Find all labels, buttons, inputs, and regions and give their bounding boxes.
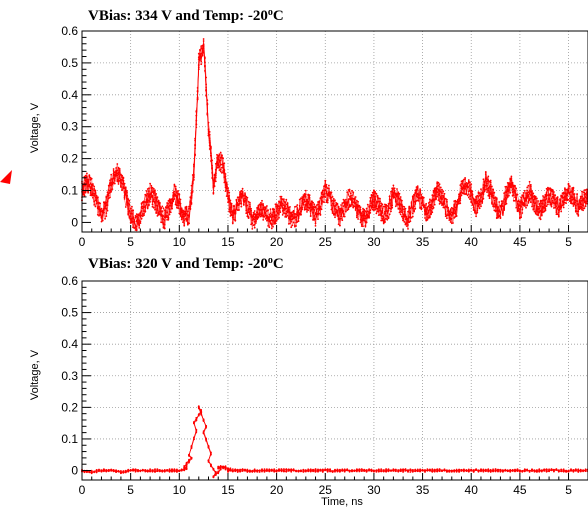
bottom-y-axis-label: Voltage, V	[29, 349, 41, 400]
top-x-tick-label: 45	[513, 235, 527, 249]
top-y-tick-label: 0.3	[61, 120, 78, 134]
bottom-y-tick-label: 0.2	[61, 400, 78, 414]
bottom-y-tick-label: 0.3	[61, 369, 78, 383]
bottom-x-tick-label: 30	[367, 483, 381, 497]
bottom-x-tick-label: 0	[79, 483, 86, 497]
bottom-x-tick-label: 15	[221, 483, 235, 497]
bottom-plot-panel: VBias: 320 V and Temp: -20oC Voltage, V …	[29, 255, 588, 508]
top-x-tick-label: 0	[79, 235, 86, 249]
top-plot-panel: VBias: 334 V and Temp: -20oC Voltage, V …	[0, 7, 588, 249]
bottom-trace-line	[81, 406, 588, 478]
top-y-tick-label: 0.4	[61, 88, 78, 102]
top-x-tick-label: 20	[270, 235, 284, 249]
top-x-tick-label: 5	[565, 235, 572, 249]
bottom-y-tick-label: 0.4	[61, 337, 78, 351]
top-plot-title: VBias: 334 V and Temp: -20oC	[88, 7, 284, 24]
top-x-tick-label: 15	[221, 235, 235, 249]
bottom-plot-frame	[81, 280, 588, 481]
bottom-y-tick-label: 0.6	[61, 274, 78, 288]
bottom-x-tick-label: 45	[513, 483, 527, 497]
bottom-trace-line	[81, 407, 588, 478]
top-y-tick-label: 0	[71, 215, 78, 229]
top-x-tick-label: 35	[416, 235, 430, 249]
bottom-x-tick-label: 10	[173, 483, 187, 497]
bottom-grid	[82, 280, 588, 480]
bottom-y-tick-label: 0	[71, 464, 78, 478]
top-traces	[81, 38, 588, 232]
top-y-axis-label: Voltage, V	[29, 102, 41, 153]
top-x-tick-label: 40	[465, 235, 479, 249]
top-x-tick-label: 25	[319, 235, 333, 249]
top-y-tick-label: 0.2	[61, 152, 78, 166]
bottom-trace-line	[81, 406, 588, 478]
top-y-tick-label: 0.6	[61, 24, 78, 38]
bottom-x-axis-label: Time, ns	[321, 496, 363, 508]
bottom-x-tick-label: 20	[270, 483, 284, 497]
bottom-trace-line	[81, 408, 588, 478]
bottom-x-tick-label: 25	[319, 483, 333, 497]
bottom-x-tick-label: 40	[465, 483, 479, 497]
top-y-tick-label: 0.1	[61, 184, 78, 198]
top-x-tick-label: 10	[173, 235, 187, 249]
top-grid	[82, 30, 588, 232]
red-marker-icon	[0, 170, 12, 184]
bottom-x-tick-label: 35	[416, 483, 430, 497]
bottom-trace-line	[81, 405, 588, 477]
bottom-y-tick-label: 0.5	[61, 306, 78, 320]
top-x-tick-label: 30	[367, 235, 381, 249]
bottom-axes: 0 5 10 15 20 25 30 35 40 45 500.10.20.30.40.50.6	[61, 274, 588, 497]
bottom-x-tick-label: 5	[127, 483, 134, 497]
bottom-y-tick-label: 0.1	[61, 432, 78, 446]
bottom-plot-title: VBias: 320 V and Temp: -20oC	[88, 255, 284, 272]
bottom-traces	[81, 405, 588, 479]
top-x-tick-label: 5	[127, 235, 134, 249]
bottom-x-tick-label: 5	[565, 483, 572, 497]
top-y-tick-label: 0.5	[61, 56, 78, 70]
